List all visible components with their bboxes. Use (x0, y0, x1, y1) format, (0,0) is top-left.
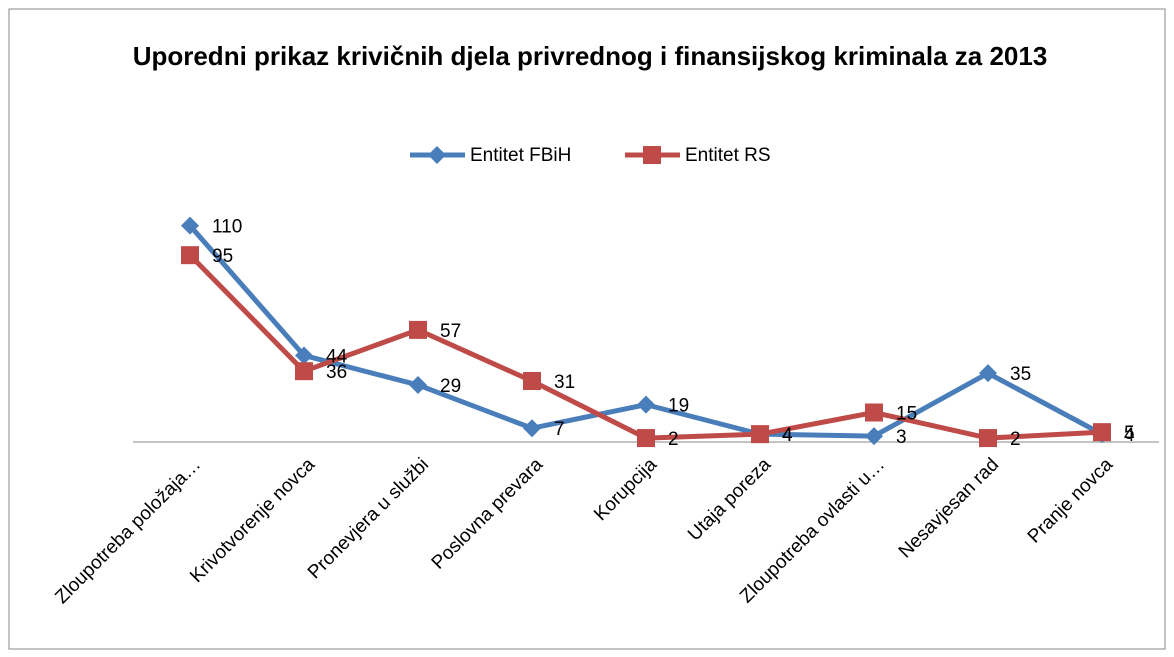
marker (865, 427, 883, 446)
marker (409, 375, 427, 394)
legend-label: Entitet RS (685, 145, 771, 166)
data-label: 15 (896, 404, 917, 425)
chart-border (8, 8, 1166, 650)
marker (637, 395, 655, 414)
marker (428, 146, 446, 164)
x-tick-label: Utaja poreza (684, 454, 775, 545)
marker (979, 429, 997, 448)
data-label: 95 (212, 246, 233, 267)
x-tick-label: Zloupotreba položaja… (51, 454, 205, 608)
x-tick-label: Poslovna prevara (428, 454, 548, 574)
marker (979, 364, 997, 383)
marker (295, 346, 313, 365)
marker (181, 216, 199, 235)
data-label: 57 (440, 321, 461, 342)
marker (751, 425, 769, 444)
data-label: 110 (212, 217, 242, 238)
x-tick-label: Korupcija (590, 454, 661, 525)
marker (409, 320, 427, 339)
data-label: 5 (1124, 423, 1135, 444)
chart-title: Uporedni prikaz krivičnih djela privredn… (132, 41, 1048, 71)
x-tick-label: Pranje novca (1024, 454, 1118, 548)
data-label: 4 (1124, 425, 1135, 446)
data-label: 4 (782, 425, 793, 446)
marker (637, 429, 655, 448)
legend-label: Entitet FBiH (470, 145, 571, 166)
data-label: 31 (554, 372, 575, 393)
marker (181, 246, 199, 265)
x-tick-label: Nesavjesan rad (895, 454, 1003, 562)
marker (865, 403, 883, 422)
data-label: 3 (896, 427, 907, 448)
data-label: 4 (782, 425, 793, 446)
data-label: 19 (668, 396, 689, 417)
data-label: 36 (326, 362, 347, 383)
data-label: 29 (440, 376, 461, 397)
data-label: 35 (1010, 364, 1031, 385)
marker (643, 146, 661, 164)
data-label: 7 (554, 419, 565, 440)
marker (295, 362, 313, 381)
data-label: 2 (668, 429, 679, 450)
data-label: 2 (1010, 429, 1021, 450)
marker (523, 419, 541, 438)
x-tick-label: Krivotvorenje novca (186, 454, 319, 587)
marker (1093, 423, 1111, 442)
marker (523, 372, 541, 391)
data-label: 44 (326, 346, 348, 367)
x-tick-label: Pronevjera u službi (304, 454, 433, 583)
